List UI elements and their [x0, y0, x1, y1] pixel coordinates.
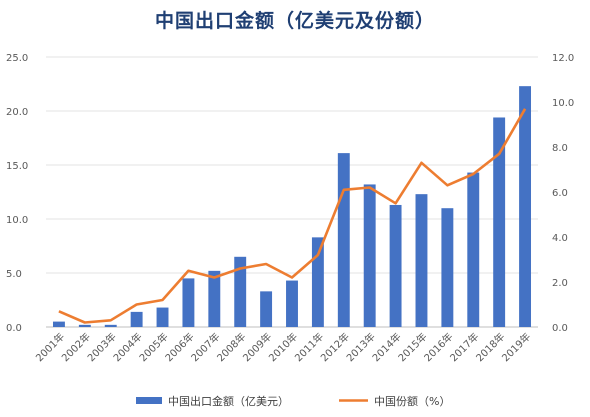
y-right-tick-label: 6.0	[552, 188, 568, 199]
bar	[467, 172, 480, 327]
bar	[234, 256, 247, 327]
y-left-tick-label: 5.0	[6, 269, 22, 280]
legend-label-line: 中国份额（%）	[374, 395, 450, 408]
x-tick-label: 2019年	[499, 330, 533, 364]
bar	[182, 278, 195, 327]
y-right-tick-label: 2.0	[552, 278, 568, 289]
y-left-tick-label: 10.0	[6, 215, 28, 226]
legend-swatch-bar	[136, 397, 162, 404]
y-right-tick-label: 4.0	[552, 233, 568, 244]
bar	[104, 324, 117, 327]
chart-title: 中国出口金额（亿美元及份额）	[154, 10, 435, 32]
bar	[337, 153, 350, 327]
bar	[208, 270, 221, 327]
bar	[260, 291, 273, 327]
bar	[493, 117, 506, 327]
y-right-tick-label: 10.0	[552, 98, 574, 109]
bar	[78, 324, 91, 327]
bar	[156, 307, 169, 327]
y-left-tick-label: 20.0	[6, 107, 28, 118]
y-right-tick-label: 12.0	[552, 53, 574, 64]
y-left-tick-label: 25.0	[6, 53, 28, 64]
y-right-tick-label: 8.0	[552, 143, 568, 154]
y-left-tick-label: 15.0	[6, 161, 28, 172]
bar	[441, 208, 454, 327]
bar	[311, 237, 324, 327]
bar	[286, 280, 298, 327]
bar	[415, 194, 428, 327]
bar	[130, 311, 143, 327]
bar	[363, 184, 376, 327]
bar	[519, 86, 532, 327]
legend-label-bar: 中国出口金额（亿美元）	[168, 394, 289, 408]
bar	[389, 204, 402, 327]
bar	[52, 321, 65, 327]
y-right-tick-label: 0.0	[552, 323, 568, 334]
y-left-tick-label: 0.0	[6, 323, 22, 334]
